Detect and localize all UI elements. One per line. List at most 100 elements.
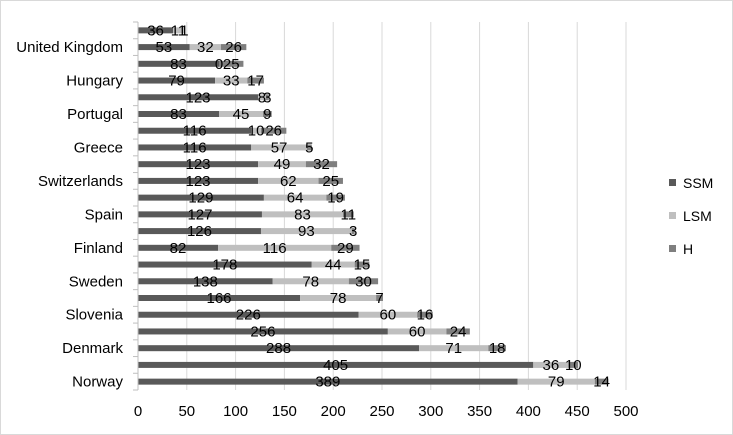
bar-segment-ssm [138, 127, 252, 134]
data-label: 62 [280, 173, 297, 190]
bar-segment-ssm [138, 311, 359, 318]
data-label: 78 [330, 290, 347, 307]
bar-segment-ssm [138, 77, 216, 84]
data-label: 9 [263, 106, 271, 123]
data-label: 49 [274, 156, 291, 173]
data-label: 3 [349, 223, 357, 240]
bar-segment-ssm [138, 345, 420, 352]
bar-segment-ssm [138, 177, 259, 184]
bar-segment-lsm [258, 177, 319, 184]
bar-segment-h [265, 94, 269, 101]
data-label: 18 [489, 340, 506, 357]
data-label: 32 [313, 156, 330, 173]
bar-segment-lsm [272, 278, 349, 285]
data-label: 19 [327, 190, 344, 207]
data-label: 10 [565, 357, 582, 374]
bar-segment-ssm [138, 194, 264, 201]
x-tick-label: 150 [272, 403, 297, 420]
data-label: 138 [193, 273, 218, 290]
category-label: Denmark [62, 340, 123, 357]
bar-segment-h [342, 211, 354, 218]
x-tick-label: 250 [369, 403, 394, 420]
bar-segment-h [417, 311, 433, 318]
x-tick-label: 300 [418, 403, 443, 420]
x-tick-label: 50 [178, 403, 195, 420]
bar-segment-h [262, 111, 272, 117]
data-label: 11 [171, 22, 187, 39]
bar-segment-h [354, 261, 370, 268]
bar-segment-ssm [138, 361, 534, 368]
data-label: 24 [450, 323, 467, 340]
bar-segment-lsm [300, 295, 377, 301]
legend-label: H [683, 241, 693, 257]
data-label: 16 [417, 307, 434, 324]
data-label: 178 [212, 257, 237, 274]
bar-segment-lsm [258, 94, 266, 101]
category-label: Hungary [66, 73, 123, 90]
legend-swatch-lsm [669, 212, 676, 219]
data-label: 123 [186, 156, 211, 173]
bars [138, 27, 609, 385]
category-label: Portugal [67, 106, 123, 123]
data-label: 256 [250, 323, 275, 340]
x-tick-label: 0 [134, 403, 142, 420]
data-label: 11 [341, 206, 357, 223]
data-label: 8 [258, 89, 266, 106]
bar-segment-lsm [387, 328, 447, 335]
bar-segment-ssm [138, 261, 312, 268]
bar-segment-ssm [138, 44, 190, 51]
category-label: Slovenia [65, 307, 123, 324]
bar-segment-ssm [138, 228, 261, 235]
bar-segment-h [260, 127, 287, 134]
data-label: 32 [197, 39, 214, 56]
bar-segment-h [568, 361, 579, 368]
data-label: 60 [380, 307, 397, 324]
bar-segment-ssm [138, 244, 219, 251]
bar-segment-lsm [517, 378, 595, 385]
bar-segment-h [488, 345, 506, 352]
bar-segment-ssm [138, 278, 273, 285]
bar-segment-lsm [219, 111, 263, 117]
category-label: Finland [74, 240, 123, 257]
category-label: Switzerlands [38, 173, 123, 190]
data-label: 3 [263, 89, 271, 106]
data-label: 93 [298, 223, 315, 240]
data-label: 82 [170, 240, 187, 257]
data-label: 116 [183, 123, 207, 140]
bar-segment-h [326, 194, 345, 201]
bar-segment-h [351, 228, 355, 235]
data-label: 127 [187, 206, 212, 223]
data-label: 57 [271, 139, 288, 156]
bar-segment-ssm [138, 94, 259, 101]
bar-segment-ssm [138, 211, 262, 218]
data-label: 7 [375, 290, 383, 307]
bar-segment-ssm [138, 144, 252, 151]
bar-segment-h [446, 328, 470, 335]
data-label: 5 [305, 139, 313, 156]
data-label: 64 [287, 190, 304, 207]
data-label: 53 [156, 39, 173, 56]
bar-segment-lsm [533, 361, 569, 368]
data-label: 389 [315, 374, 340, 391]
data-label: 166 [206, 290, 231, 307]
bar-segment-lsm [258, 161, 306, 168]
bar-segment-lsm [218, 244, 332, 251]
bar-segment-lsm [263, 194, 327, 201]
data-label: 78 [302, 273, 319, 290]
category-label: Greece [74, 139, 123, 156]
bar-segment-h [220, 44, 247, 51]
bar-segment-ssm [138, 161, 259, 168]
data-label: 79 [168, 73, 185, 90]
data-label: 45 [233, 106, 250, 123]
legend-label: LSM [683, 208, 712, 224]
bar-segment-ssm [138, 295, 301, 301]
data-label: 129 [188, 190, 213, 207]
data-label: 126 [187, 223, 212, 240]
data-label: 17 [247, 73, 264, 90]
data-label: 83 [170, 106, 187, 123]
bar-segment-h [247, 77, 264, 84]
bar-segment-h [318, 177, 343, 184]
legend-swatch-h [669, 245, 676, 252]
bar-segment-lsm [260, 228, 352, 235]
